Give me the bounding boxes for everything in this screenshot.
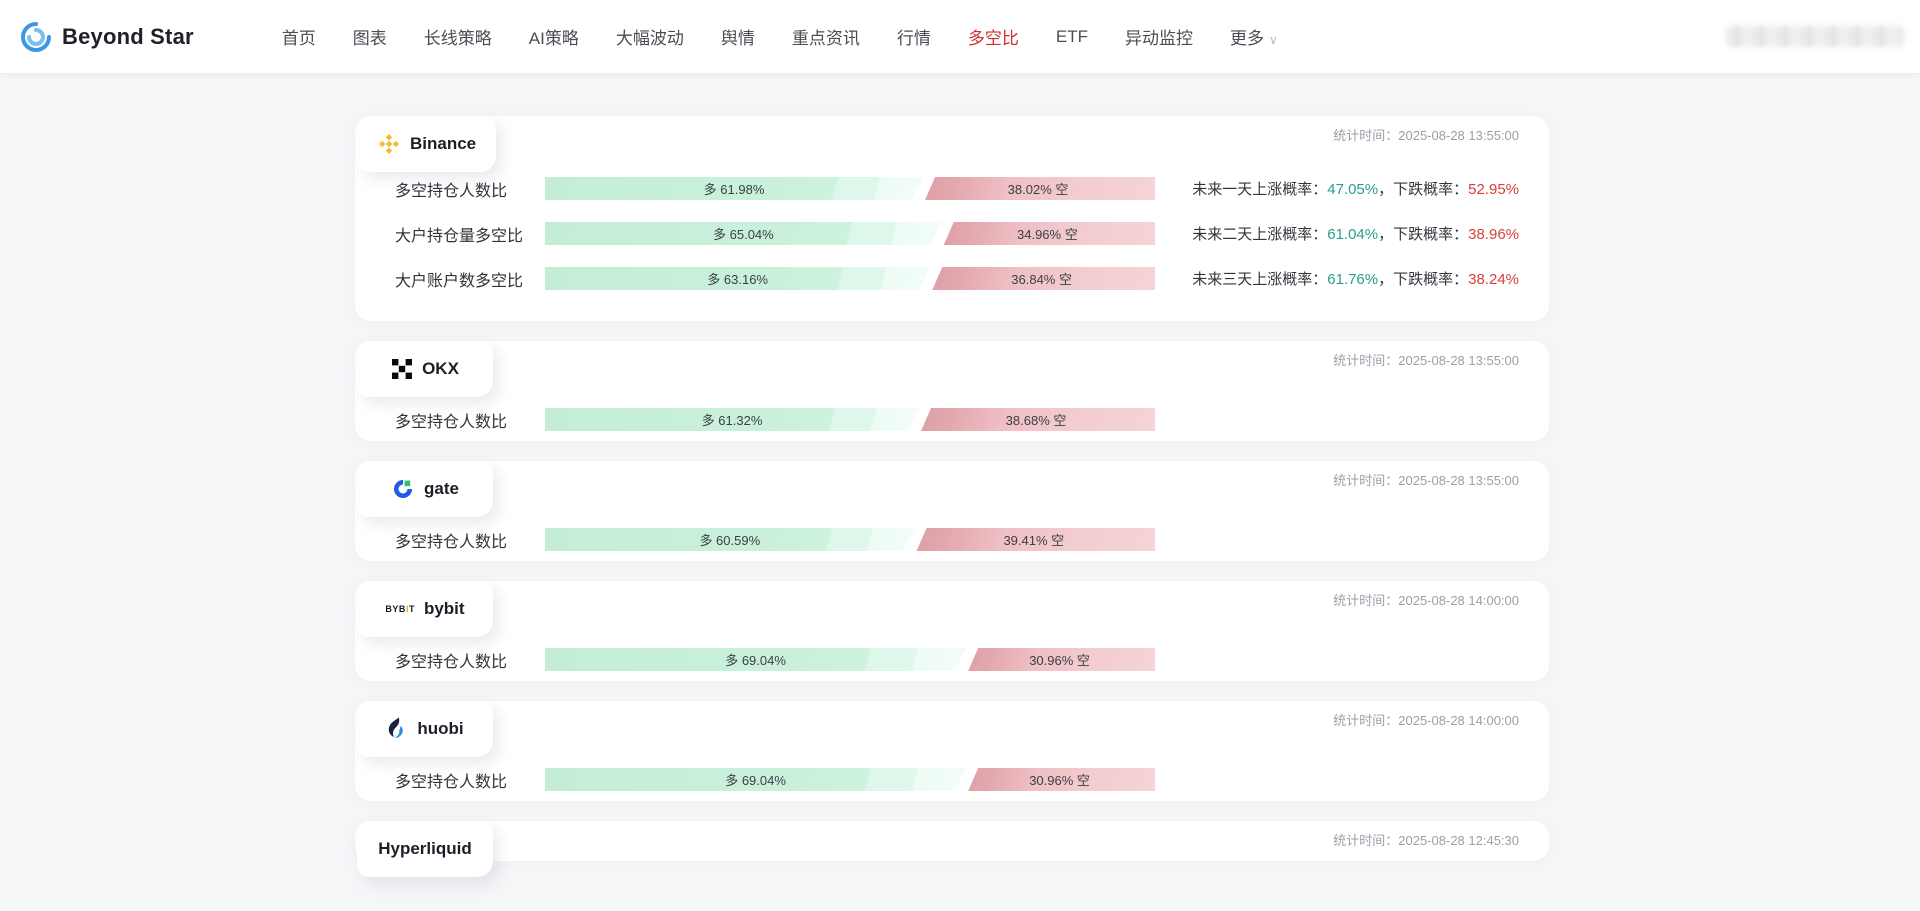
nav-item-charts[interactable]: 图表 — [352, 29, 387, 48]
ratio-label: 多空持仓人数比 — [395, 653, 508, 671]
exchange-card-body: 统计时间：2025-08-28 13:55:00 多空持仓人数比 多 60.59… — [355, 461, 1549, 561]
nav-menu: 首页 图表 长线策略 AI策略 大幅波动 舆情 重点资讯 行情 多空比 ETF 异动监控 更多 ∨ — [282, 24, 1278, 49]
top-nav: Beyond Star 首页 图表 长线策略 AI策略 大幅波动 舆情 重点资讯 行情 多空比 E… — [0, 0, 1920, 73]
exchange-card: BYBIT bybit 统计时间：2025-08-28 14:00:00 多空持… — [355, 581, 1549, 681]
exchange-tab[interactable]: Hyperliquid — [357, 821, 493, 877]
brand[interactable]: Beyond Star — [20, 21, 194, 53]
exchange-card: Hyperliquid 统计时间：2025-08-28 12:45:30 — [355, 821, 1549, 877]
bybit-icon: BYBIT — [385, 604, 415, 614]
brand-name: Beyond Star — [62, 23, 194, 49]
long-short-bar: 多 61.98% 38.02% 空 — [545, 177, 1155, 200]
short-bar-segment: 36.84% 空 — [932, 267, 1155, 290]
exchange-tab[interactable]: Binance — [357, 116, 497, 172]
stat-time: 统计时间：2025-08-28 13:55:00 — [1333, 353, 1519, 368]
long-bar-segment: 多 65.04% — [545, 222, 942, 245]
exchange-name: OKX — [422, 359, 459, 378]
exchange-card-body: 统计时间：2025-08-28 12:45:30 — [355, 821, 1549, 861]
exchange-card: huobi 统计时间：2025-08-28 14:00:00 多空持仓人数比 多… — [355, 701, 1549, 801]
nav-item-key-news[interactable]: 重点资讯 — [791, 29, 860, 48]
short-bar-segment: 34.96% 空 — [943, 222, 1155, 245]
ratio-rows: 多空持仓人数比 多 69.04% 30.96% 空 — [395, 581, 1519, 681]
ratio-label: 多空持仓人数比 — [395, 533, 508, 551]
ratio-row: 多空持仓人数比 多 69.04% 30.96% 空 — [395, 648, 1519, 671]
exchange-card-body: 统计时间：2025-08-28 13:55:00 多空持仓人数比 多 61.98… — [355, 116, 1549, 321]
ratio-label: 多空持仓人数比 — [395, 413, 508, 431]
exchange-name: gate — [424, 479, 459, 498]
long-bar-segment: 多 69.04% — [545, 768, 966, 791]
forecast-text: 未来一天上涨概率：47.05%，下跌概率：52.95% — [1192, 181, 1519, 198]
short-bar-segment: 38.02% 空 — [925, 177, 1155, 200]
huobi-icon — [386, 717, 408, 741]
binance-icon — [377, 132, 401, 156]
ratio-label: 大户账户数多空比 — [395, 272, 524, 290]
short-bar-segment: 38.68% 空 — [921, 408, 1155, 431]
nav-item-etf[interactable]: ETF — [1055, 26, 1088, 46]
chevron-down-icon: ∨ — [1268, 33, 1278, 47]
long-short-bar: 多 61.32% 38.68% 空 — [545, 408, 1155, 431]
long-bar-segment: 多 60.59% — [545, 528, 915, 551]
ratio-row: 大户账户数多空比 多 63.16% 36.84% 空 未来三天上涨概率：61.7… — [395, 267, 1519, 290]
stat-time: 统计时间：2025-08-28 14:00:00 — [1333, 593, 1519, 608]
exchange-name: huobi — [417, 719, 464, 738]
exchange-tab[interactable]: OKX — [357, 341, 493, 397]
long-short-bar: 多 63.16% 36.84% 空 — [545, 267, 1155, 290]
ratio-row: 大户持仓量多空比 多 65.04% 34.96% 空 未来二天上涨概率：61.0… — [395, 222, 1519, 245]
short-bar-segment: 39.41% 空 — [916, 528, 1155, 551]
long-bar-segment: 多 61.98% — [545, 177, 923, 200]
short-bar-segment: 30.96% 空 — [968, 768, 1155, 791]
forecast-text: 未来二天上涨概率：61.04%，下跌概率：38.96% — [1192, 226, 1519, 243]
long-short-bar: 多 69.04% 30.96% 空 — [545, 648, 1155, 671]
exchange-card: gate 统计时间：2025-08-28 13:55:00 多空持仓人数比 多 … — [355, 461, 1549, 561]
gate-icon — [391, 477, 415, 501]
nav-item-ai-strategy[interactable]: AI策略 — [528, 29, 579, 48]
exchange-card-list: Binance 统计时间：2025-08-28 13:55:00 多空持仓人数比… — [355, 116, 1549, 877]
ratio-label: 多空持仓人数比 — [395, 773, 508, 791]
short-bar-segment: 30.96% 空 — [968, 648, 1155, 671]
stat-time: 统计时间：2025-08-28 13:55:00 — [1333, 128, 1519, 143]
exchange-card: Binance 统计时间：2025-08-28 13:55:00 多空持仓人数比… — [355, 116, 1549, 321]
ratio-row: 多空持仓人数比 多 61.32% 38.68% 空 — [395, 408, 1519, 431]
exchange-card-body: 统计时间：2025-08-28 14:00:00 多空持仓人数比 多 69.04… — [355, 581, 1549, 681]
ratio-rows: 多空持仓人数比 多 61.32% 38.68% 空 — [395, 341, 1519, 441]
stat-time: 统计时间：2025-08-28 14:00:00 — [1333, 713, 1519, 728]
nav-item-long-short-ratio[interactable]: 多空比 — [967, 29, 1019, 48]
long-short-bar: 多 69.04% 30.96% 空 — [545, 768, 1155, 791]
long-bar-segment: 多 61.32% — [545, 408, 919, 431]
ratio-row: 多空持仓人数比 多 61.98% 38.02% 空 未来一天上涨概率：47.05… — [395, 177, 1519, 200]
exchange-card-body: 统计时间：2025-08-28 13:55:00 多空持仓人数比 多 61.32… — [355, 341, 1549, 441]
nav-item-anomaly-monitor[interactable]: 异动监控 — [1124, 29, 1193, 48]
long-bar-segment: 多 63.16% — [545, 267, 930, 290]
beyond-star-logo-icon — [21, 21, 51, 52]
long-short-bar: 多 60.59% 39.41% 空 — [545, 528, 1155, 551]
stat-time: 统计时间：2025-08-28 12:45:30 — [1333, 833, 1519, 848]
nav-item-more[interactable]: 更多 ∨ — [1229, 29, 1278, 48]
nav-item-sentiment[interactable]: 舆情 — [720, 29, 755, 48]
forecast-text: 未来三天上涨概率：61.76%，下跌概率：38.24% — [1192, 271, 1519, 288]
ratio-row: 多空持仓人数比 多 69.04% 30.96% 空 — [395, 768, 1519, 791]
exchange-tab[interactable]: huobi — [357, 701, 493, 757]
ratio-rows: 多空持仓人数比 多 60.59% 39.41% 空 — [395, 461, 1519, 561]
ratio-label: 多空持仓人数比 — [395, 182, 508, 200]
nav-item-big-moves[interactable]: 大幅波动 — [615, 29, 684, 48]
nav-item-market[interactable]: 行情 — [896, 29, 931, 48]
stat-time: 统计时间：2025-08-28 13:55:00 — [1333, 473, 1519, 488]
ratio-rows: 多空持仓人数比 多 69.04% 30.96% 空 — [395, 701, 1519, 801]
exchange-name: bybit — [423, 599, 465, 618]
exchange-card-body: 统计时间：2025-08-28 14:00:00 多空持仓人数比 多 69.04… — [355, 701, 1549, 801]
okx-icon — [391, 358, 413, 380]
ratio-label: 大户持仓量多空比 — [395, 227, 524, 245]
long-short-bar: 多 65.04% 34.96% 空 — [545, 222, 1155, 245]
exchange-card: OKX 统计时间：2025-08-28 13:55:00 多空持仓人数比 多 6… — [355, 341, 1549, 441]
exchange-name: Binance — [410, 134, 477, 153]
user-account-blurred[interactable] — [1726, 26, 1904, 47]
nav-item-home[interactable]: 首页 — [281, 29, 316, 48]
ratio-rows: 多空持仓人数比 多 61.98% 38.02% 空 未来一天上涨概率：47.05… — [395, 116, 1519, 321]
long-short-ratio-page: Binance 统计时间：2025-08-28 13:55:00 多空持仓人数比… — [355, 73, 1549, 877]
exchange-tab[interactable]: BYBIT bybit — [357, 581, 493, 637]
nav-item-long-term-strategy[interactable]: 长线策略 — [423, 29, 492, 48]
long-bar-segment: 多 69.04% — [545, 648, 966, 671]
ratio-row: 多空持仓人数比 多 60.59% 39.41% 空 — [395, 528, 1519, 551]
exchange-name: Hyperliquid — [378, 839, 472, 858]
exchange-tab[interactable]: gate — [357, 461, 493, 517]
